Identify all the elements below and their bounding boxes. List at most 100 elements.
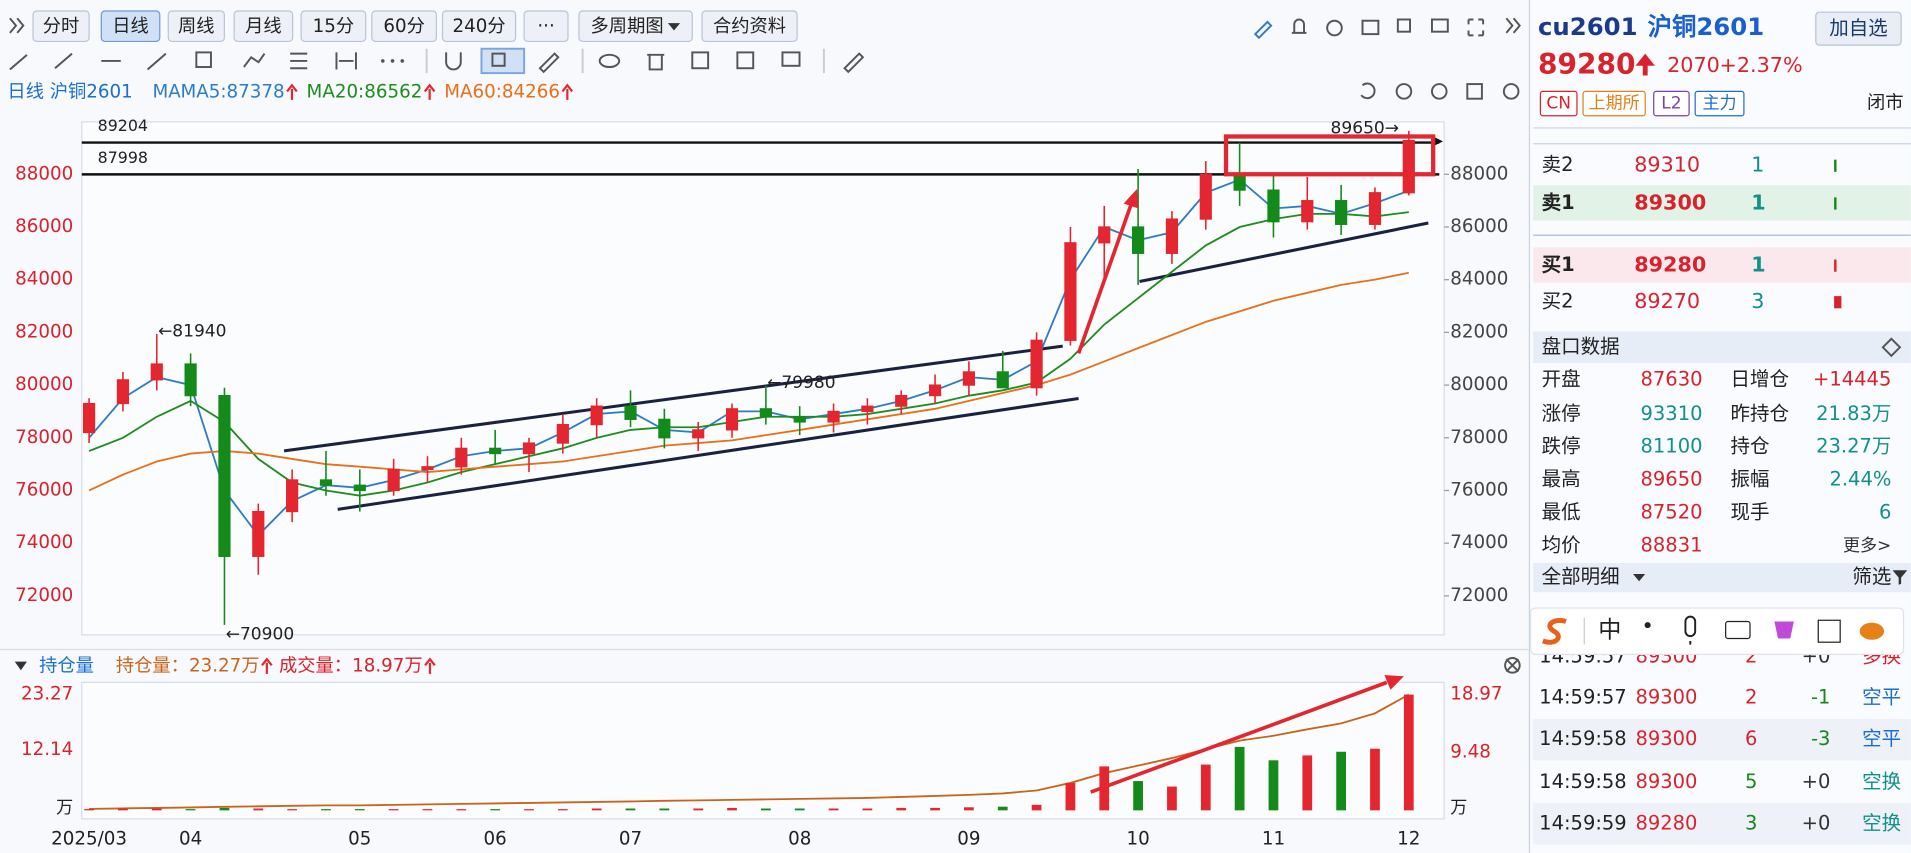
- volume-bar: [1268, 760, 1279, 811]
- candle-body: [1132, 226, 1145, 254]
- ime-mode[interactable]: 中: [1598, 618, 1621, 644]
- tag-label: L2: [1661, 94, 1681, 114]
- tool-share[interactable]: [736, 51, 755, 70]
- period-label: ···: [537, 16, 554, 37]
- tool-fib[interactable]: [290, 52, 308, 70]
- chart-controls: [1360, 82, 1520, 100]
- book-side: 卖2: [1542, 153, 1574, 176]
- stat-label: 日增仓: [1731, 368, 1789, 391]
- period-button[interactable]: [523, 10, 569, 43]
- trades-dropdown[interactable]: [1633, 573, 1646, 582]
- book-price: 89300: [1634, 191, 1706, 215]
- collapse-toggle[interactable]: [14, 661, 27, 671]
- period-button[interactable]: [233, 10, 294, 43]
- stat-value: 81100: [1640, 435, 1702, 458]
- line-end: [1433, 136, 1443, 147]
- close-panel-ring[interactable]: [1504, 657, 1521, 674]
- candle-body: [725, 408, 739, 431]
- tool-overlay[interactable]: [491, 52, 506, 67]
- period-button[interactable]: [371, 10, 437, 43]
- trade-volume: 3: [1745, 811, 1757, 834]
- up-arrow: [286, 83, 298, 100]
- tool-magnet[interactable]: [445, 52, 462, 71]
- ma-line: [88, 178, 1410, 537]
- trade-change: -3: [1811, 727, 1830, 750]
- collapse-icon[interactable]: [9, 17, 25, 34]
- y-tick-label-right: 80000: [1450, 374, 1508, 395]
- tool-brush[interactable]: [538, 52, 560, 74]
- y-tick-label-right: 86000: [1450, 216, 1508, 237]
- stat-value: 2.44%: [1829, 468, 1891, 491]
- copy-icon[interactable]: [1396, 18, 1412, 33]
- period-button[interactable]: [701, 10, 798, 43]
- screen-icon[interactable]: [1430, 18, 1449, 33]
- ime-skin[interactable]: [1774, 621, 1794, 639]
- ime-bg: [1530, 607, 1905, 655]
- book-side: 买2: [1542, 290, 1574, 313]
- pen-icon[interactable]: [1253, 20, 1273, 40]
- period-button[interactable]: [32, 10, 90, 43]
- volume-bar: [760, 808, 771, 811]
- tool-eye[interactable]: [598, 53, 621, 68]
- close-panel[interactable]: [1505, 658, 1520, 673]
- camera-icon[interactable]: [1361, 19, 1380, 36]
- undo-icon[interactable]: [1360, 82, 1376, 100]
- tool-rect[interactable]: [195, 51, 212, 68]
- y-tick-label-right: 88000: [1450, 163, 1508, 184]
- tool-polyline[interactable]: [243, 53, 266, 68]
- candle-body: [1301, 200, 1314, 223]
- volume-bar: [591, 808, 602, 811]
- tool-line[interactable]: [9, 54, 28, 71]
- y2-tick-label: 18.97: [1450, 684, 1502, 705]
- volume-bar: [828, 808, 839, 811]
- period-button[interactable]: [300, 10, 367, 43]
- annotation-arrow: [1090, 680, 1388, 794]
- tool-ray[interactable]: [54, 52, 73, 69]
- trades-filter[interactable]: 筛选: [1852, 565, 1891, 588]
- tool-extend[interactable]: [146, 52, 167, 71]
- stats-settings[interactable]: [1881, 337, 1902, 358]
- zoom-in-icon[interactable]: [1395, 83, 1413, 100]
- add-watch-button[interactable]: [1815, 11, 1902, 46]
- layout-icon[interactable]: [1466, 83, 1483, 100]
- zoom-out-icon[interactable]: [1430, 83, 1448, 100]
- book-volume: 1: [1751, 253, 1765, 277]
- price-pct: +2.37%: [1720, 53, 1803, 77]
- period-button[interactable]: [578, 10, 693, 43]
- period-label: 日线: [112, 16, 149, 37]
- cloud-icon[interactable]: [1326, 19, 1343, 37]
- settings-icon[interactable]: [1502, 83, 1520, 100]
- dot: [390, 59, 395, 63]
- tool-ruler[interactable]: [843, 52, 865, 74]
- trade-time: 14:59:58: [1539, 727, 1627, 750]
- expand-icon[interactable]: [1505, 17, 1521, 34]
- stat-value[interactable]: 更多>: [1843, 536, 1891, 556]
- period-label: 240分: [452, 16, 505, 37]
- ime-keyboard[interactable]: [1725, 620, 1751, 640]
- contract-code: cu2601: [1538, 12, 1638, 41]
- period-button[interactable]: [441, 10, 517, 43]
- ime-mic[interactable]: [1684, 615, 1697, 645]
- volume-bar: [84, 809, 94, 811]
- period-button[interactable]: [100, 10, 161, 43]
- dropdown-caret: [667, 23, 681, 31]
- tool-trash[interactable]: [647, 53, 665, 71]
- volume-bar: [1031, 804, 1042, 811]
- fullscreen-icon[interactable]: [1467, 18, 1485, 37]
- tool-comment[interactable]: [781, 51, 801, 67]
- period-label: 分时: [43, 16, 80, 37]
- filter-icon[interactable]: [1892, 570, 1908, 585]
- bell-icon[interactable]: [1291, 18, 1307, 34]
- tag-label: 主力: [1702, 94, 1736, 114]
- tool-measure[interactable]: [335, 52, 357, 70]
- price-label: ←70900: [226, 625, 295, 645]
- tool-grid[interactable]: [691, 51, 710, 70]
- ime-punct[interactable]: [1644, 622, 1651, 629]
- period-button[interactable]: [167, 10, 225, 43]
- tool-active[interactable]: [480, 47, 526, 75]
- stat-label: 振幅: [1731, 468, 1770, 491]
- ime-mascot[interactable]: [1859, 622, 1885, 640]
- ime-tools[interactable]: [1817, 619, 1841, 643]
- trades-header: [1533, 562, 1911, 593]
- candle-body: [590, 405, 603, 426]
